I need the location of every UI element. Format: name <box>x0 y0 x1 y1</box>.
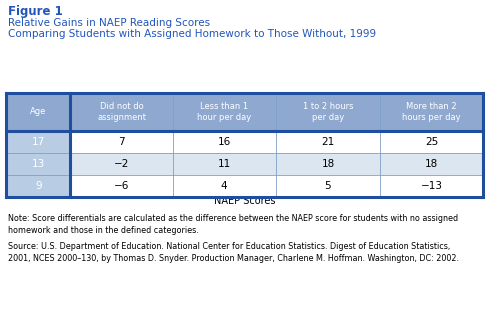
Text: 18: 18 <box>321 159 335 169</box>
Text: 11: 11 <box>218 159 231 169</box>
Bar <box>380 131 483 153</box>
Bar <box>380 93 483 131</box>
Bar <box>380 153 483 175</box>
Text: 1 to 2 hours
per day: 1 to 2 hours per day <box>303 102 353 122</box>
Text: Age: Age <box>30 108 47 116</box>
Text: 18: 18 <box>425 159 439 169</box>
Bar <box>173 131 275 153</box>
Text: 21: 21 <box>321 137 335 147</box>
Text: −6: −6 <box>114 181 129 191</box>
Text: Relative Gains in NAEP Reading Scores: Relative Gains in NAEP Reading Scores <box>8 18 210 28</box>
Bar <box>173 93 275 131</box>
Bar <box>71 131 173 153</box>
Text: Did not do
assignment: Did not do assignment <box>97 102 146 122</box>
Text: −2: −2 <box>114 159 129 169</box>
Text: 17: 17 <box>31 137 45 147</box>
Bar <box>275 175 380 197</box>
Text: 16: 16 <box>218 137 231 147</box>
Bar <box>6 93 71 131</box>
Text: Figure 1: Figure 1 <box>8 5 63 18</box>
Bar <box>380 175 483 197</box>
Bar <box>173 175 275 197</box>
Text: 7: 7 <box>119 137 125 147</box>
Text: −13: −13 <box>421 181 443 191</box>
Bar <box>6 153 71 175</box>
Text: 13: 13 <box>31 159 45 169</box>
Text: NAEP Scores: NAEP Scores <box>214 196 275 206</box>
Bar <box>6 131 71 153</box>
Bar <box>6 175 71 197</box>
Bar <box>71 93 173 131</box>
Text: More than 2
hours per day: More than 2 hours per day <box>402 102 461 122</box>
Bar <box>71 175 173 197</box>
Text: 9: 9 <box>35 181 42 191</box>
Text: Source: U.S. Department of Education. National Center for Education Statistics. : Source: U.S. Department of Education. Na… <box>8 242 459 263</box>
Text: Comparing Students with Assigned Homework to Those Without, 1999: Comparing Students with Assigned Homewor… <box>8 29 376 39</box>
Text: Note: Score differentials are calculated as the difference between the NAEP scor: Note: Score differentials are calculated… <box>8 214 458 235</box>
Bar <box>71 153 173 175</box>
Text: 25: 25 <box>425 137 439 147</box>
Bar <box>173 153 275 175</box>
Bar <box>275 131 380 153</box>
Text: 4: 4 <box>221 181 227 191</box>
Text: 5: 5 <box>325 181 331 191</box>
Bar <box>275 93 380 131</box>
Bar <box>275 153 380 175</box>
Text: Less than 1
hour per day: Less than 1 hour per day <box>197 102 251 122</box>
